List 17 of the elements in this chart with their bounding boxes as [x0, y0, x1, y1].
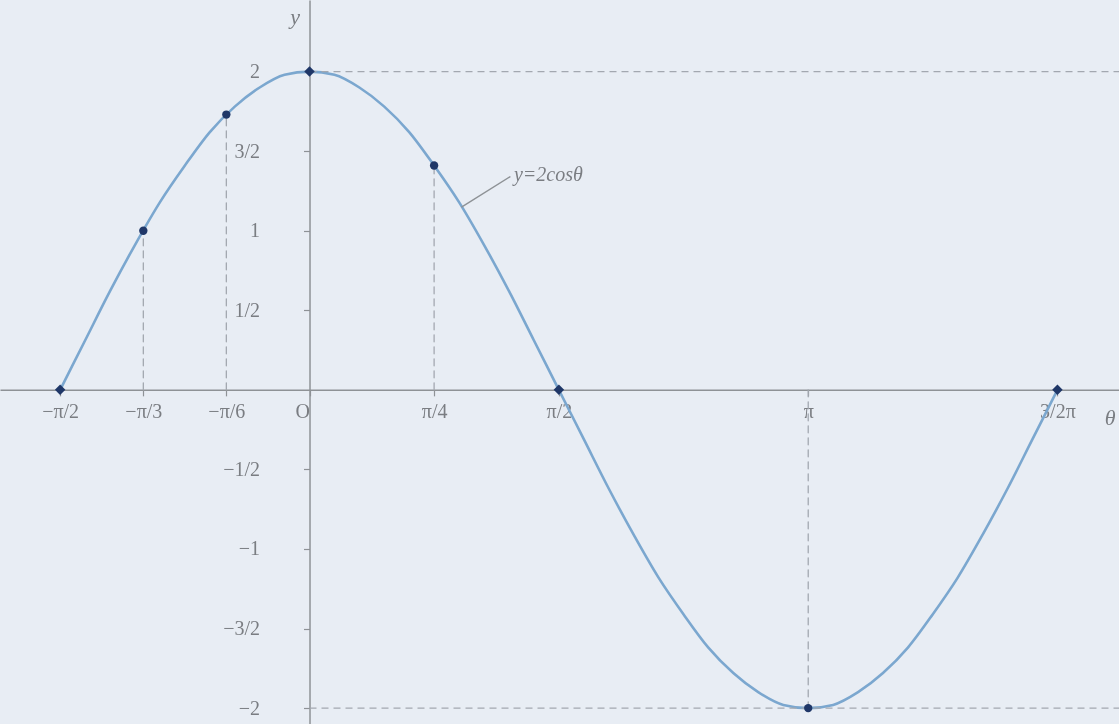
x-tick-label: O [295, 400, 311, 423]
annotation: y=2cosθ [511, 162, 583, 186]
y-tick-label: −2 [238, 696, 261, 719]
y-axis-title: y [288, 3, 301, 29]
y-tick-label: −1/2 [223, 457, 261, 480]
x-axis-title: θ [1104, 405, 1116, 431]
y-tick-label: 1/2 [234, 298, 261, 321]
x-tick-label: −π/2 [42, 400, 80, 423]
y-tick-label: 1 [250, 219, 261, 242]
y-tick-label: −1 [238, 537, 261, 560]
x-tick-label: π [803, 400, 814, 423]
x-tick-label: −π/6 [208, 400, 246, 423]
y-tick-label: 3/2 [234, 139, 261, 162]
y-tick-label: 2 [250, 60, 261, 83]
y-tick-label: −3/2 [223, 617, 261, 640]
x-tick-label: π/4 [421, 400, 448, 423]
x-tick-label: −π/3 [125, 400, 163, 423]
